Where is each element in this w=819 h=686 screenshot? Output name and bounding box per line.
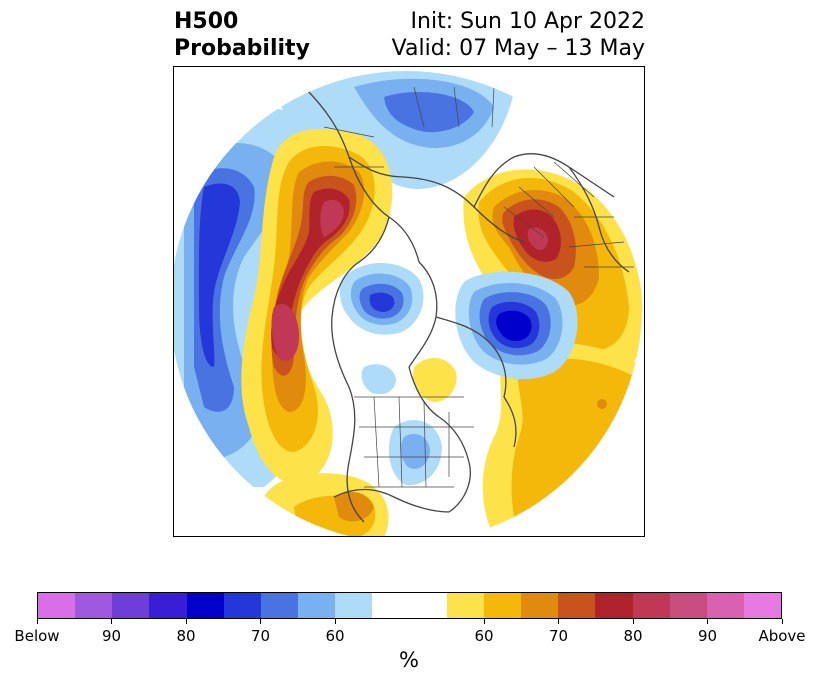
- colorbar-tick-label: Above: [758, 627, 806, 645]
- coastlines: [303, 86, 630, 523]
- colorbar-tick-label: 70: [548, 627, 569, 645]
- colorbar-segment: [223, 593, 261, 618]
- colorbar-unit: %: [399, 648, 419, 672]
- below-region-canada-arctic: [274, 71, 514, 189]
- colorbar: [37, 592, 782, 619]
- colorbar-segment: [595, 593, 633, 618]
- chart-title: H500 Probability: [174, 8, 310, 62]
- colorbar-segment: [409, 593, 447, 618]
- colorbar-tickmark: [36, 619, 38, 624]
- colorbar-segment: [335, 593, 373, 618]
- map-panel: [173, 66, 645, 537]
- colorbar-tickmark: [632, 619, 634, 624]
- title-line-2: Probability: [174, 36, 310, 61]
- colorbar-segment: [186, 593, 224, 618]
- colorbar-segment: [558, 593, 596, 618]
- colorbar-tick-label: 80: [176, 627, 196, 645]
- colorbar-tick-label: 60: [474, 627, 494, 645]
- valid-range: Valid: 07 May – 13 May: [391, 36, 645, 61]
- colorbar-tick-label: 90: [101, 627, 122, 645]
- below-region-siberia: [339, 262, 424, 335]
- colorbar-segment: [706, 593, 744, 618]
- colorbar-segment: [260, 593, 299, 618]
- colorbar-tickmark: [111, 619, 112, 624]
- colorbar-tickmark: [185, 619, 187, 624]
- below-region-eastern-us: [388, 419, 442, 486]
- colorbar-tick-label: 60: [325, 627, 345, 645]
- title-line-1: H500: [174, 9, 239, 34]
- date-info: Init: Sun 10 Apr 2022 Valid: 07 May – 13…: [392, 8, 645, 62]
- colorbar-tickmark: [260, 619, 261, 624]
- colorbar-segment: [446, 593, 484, 618]
- borders: [323, 86, 634, 488]
- colorbar-tick-label: 70: [250, 627, 271, 645]
- below-region-greenland: [455, 271, 578, 380]
- colorbar-segment: [75, 593, 113, 618]
- colorbar-segment: [112, 593, 150, 618]
- init-date: Init: Sun 10 Apr 2022: [410, 9, 645, 34]
- colorbar-segment: [38, 593, 76, 618]
- colorbar-segment: [632, 593, 670, 618]
- probability-map: [174, 67, 644, 536]
- colorbar-segment: [483, 593, 522, 618]
- colorbar-tick-label: 80: [623, 627, 643, 645]
- colorbar-tick-label: 90: [697, 627, 718, 645]
- colorbar-tickmark: [707, 619, 708, 624]
- above-region-alaska: [241, 128, 393, 484]
- colorbar-tickmark: [558, 619, 559, 624]
- colorbar-segment: [521, 593, 559, 618]
- colorbar-tick-label: Below: [14, 627, 60, 645]
- colorbar-segment: [298, 593, 336, 618]
- colorbar-tickmark: [781, 619, 783, 624]
- colorbar-segment: [743, 593, 782, 618]
- above-region-hudson: [361, 357, 457, 402]
- colorbar-tickmark: [334, 619, 336, 624]
- colorbar-segment: [669, 593, 707, 618]
- colorbar-segment: [149, 593, 187, 618]
- colorbar-tickmark: [483, 619, 485, 624]
- colorbar-segment: [372, 593, 410, 618]
